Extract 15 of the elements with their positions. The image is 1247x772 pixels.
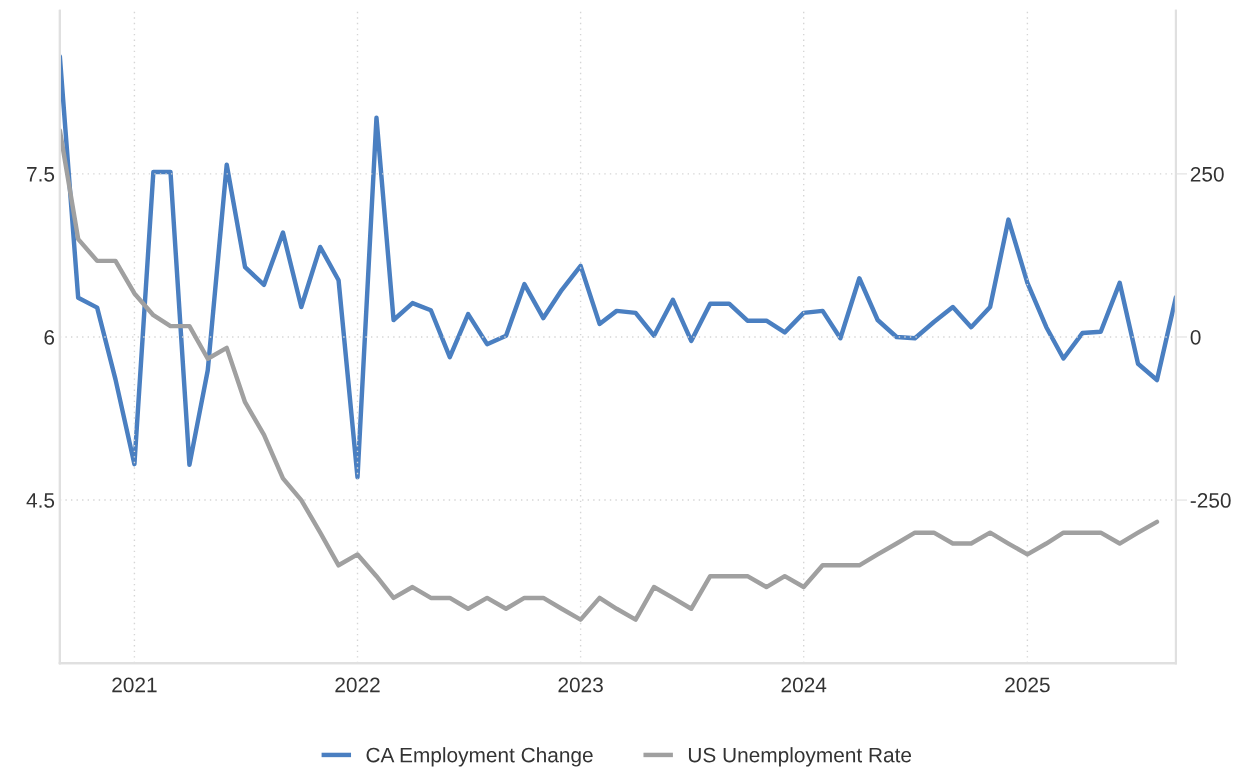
legend-label: US Unemployment Rate (688, 747, 912, 767)
x-tick-label: 2025 (1005, 677, 1050, 693)
y2-tick-label: -250 (1190, 493, 1231, 508)
y-tick-label: 4.5 (26, 493, 55, 508)
y2-tick-label: 0 (1190, 329, 1201, 345)
x-tick-label: 2024 (781, 677, 827, 693)
x-tick-label: 2022 (335, 677, 380, 693)
y2-tick-label: 250 (1190, 166, 1224, 182)
y-tick-label: 6 (44, 329, 55, 345)
x-tick-label: 2021 (112, 677, 157, 693)
x-tick-label: 2023 (558, 677, 603, 693)
legend-label: CA Employment Change (366, 747, 593, 767)
line-series (59, 54, 1176, 480)
y-tick-label: 7.5 (27, 167, 55, 182)
line-series (59, 128, 1160, 622)
